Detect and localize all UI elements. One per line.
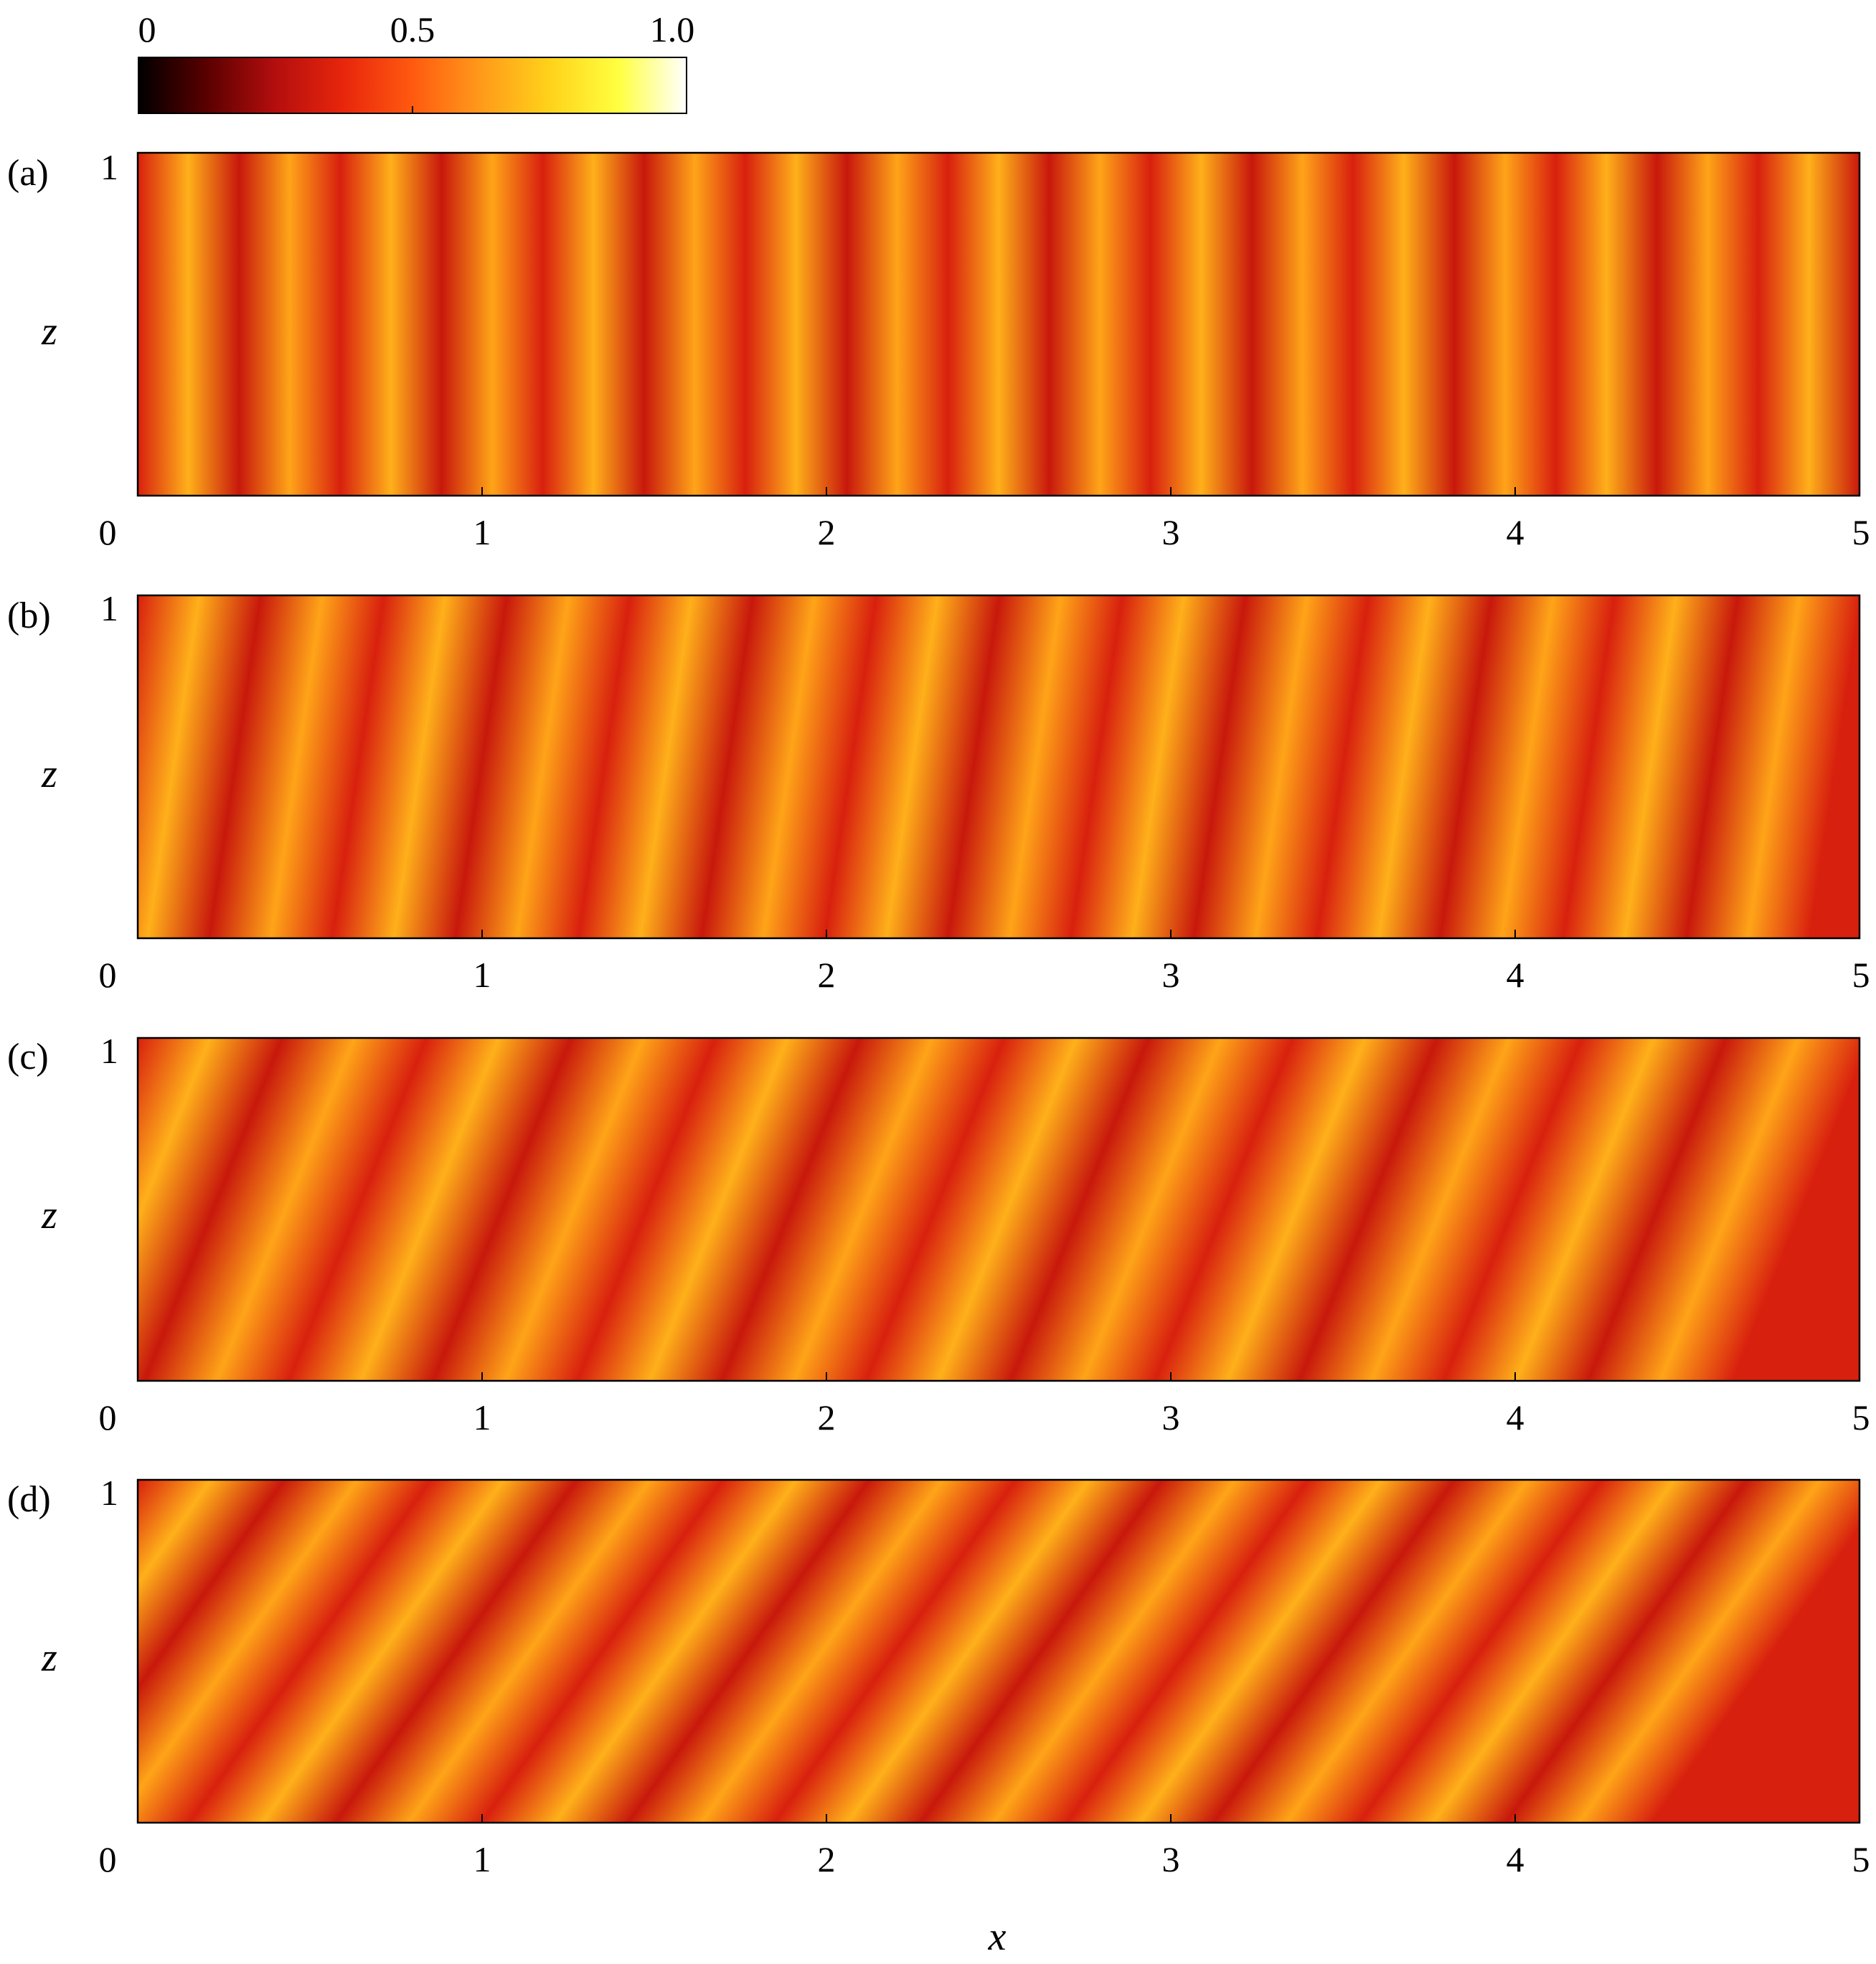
x-axis: 0 1 2 3 4 5 [99,930,1870,995]
x-tick-label: 5 [1852,1397,1870,1437]
x-tick-label: 2 [818,1839,836,1879]
panel-label: (b) [7,595,51,636]
x-tick-label: 4 [1507,1397,1524,1437]
x-tick-label: 2 [818,1397,836,1437]
heatmap-field [136,151,1861,497]
x-tick-label: 2 [818,955,836,995]
x-tick-label: 3 [1162,1397,1180,1437]
y-tick-1: 1 [100,147,118,187]
x-tick-label: 4 [1507,512,1524,552]
colorbar-tick-2: 1.0 [650,9,695,49]
x-tick-label: 0 [99,955,117,995]
panel-label: (d) [7,1479,51,1520]
x-tick-label: 3 [1162,955,1180,995]
colorbar-tick-1: 0.5 [390,9,435,49]
panel-a: (a) z 1 0 1 2 3 4 5 [7,147,1870,552]
x-tick-label: 3 [1162,1839,1180,1879]
heatmap-field [136,594,1861,940]
x-tick-label: 1 [473,1397,491,1437]
x-tick-label: 0 [99,512,117,552]
colorbar: 0 0.5 1.0 [138,9,695,114]
heatmap-field [136,1478,1861,1824]
panel-b: (b) z 1 0 1 2 3 4 5 [7,588,1870,995]
colorbar-tick-0: 0 [138,9,156,49]
x-tick-label: 1 [473,1839,491,1879]
colorbar-gradient [138,57,687,114]
x-tick-label: 0 [99,1397,117,1437]
x-tick-label: 2 [818,512,836,552]
y-axis-label: z [41,1193,57,1237]
y-tick-1: 1 [100,588,118,628]
x-tick-label: 5 [1852,955,1870,995]
x-tick-label: 3 [1162,512,1180,552]
x-tick-label: 0 [99,1839,117,1879]
x-tick-label: 1 [473,955,491,995]
x-tick-label: 5 [1852,512,1870,552]
y-axis-label: z [41,309,57,354]
panel-d: (d) z 1 0 1 2 3 4 5 x [7,1473,1870,1959]
y-tick-1: 1 [100,1473,118,1513]
x-tick-label: 4 [1507,955,1524,995]
x-axis-label: x [988,1915,1007,1959]
panel-c: (c) z 1 0 1 2 3 4 5 [7,1031,1870,1437]
y-axis-label: z [41,752,57,796]
panel-label: (a) [7,153,49,194]
x-tick-label: 4 [1507,1839,1524,1879]
x-axis: 0 1 2 3 4 5 [99,1814,1870,1879]
x-axis: 0 1 2 3 4 5 [99,487,1870,552]
x-tick-label: 1 [473,512,491,552]
y-axis-label: z [41,1635,57,1680]
heatmap-field [136,1037,1861,1382]
y-tick-1: 1 [100,1031,118,1071]
x-axis: 0 1 2 3 4 5 [99,1372,1870,1437]
panel-label: (c) [7,1037,49,1077]
x-tick-label: 5 [1852,1839,1870,1879]
